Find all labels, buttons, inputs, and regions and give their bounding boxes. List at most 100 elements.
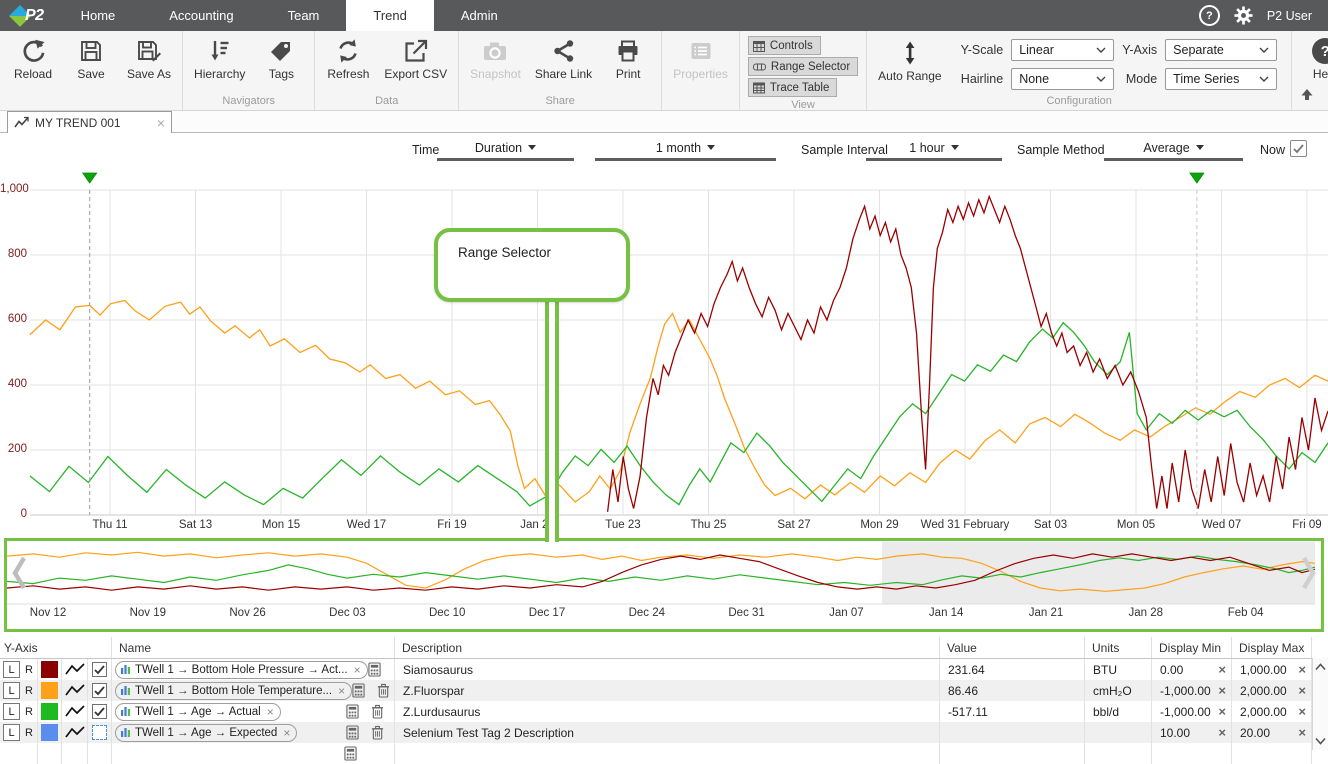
nav-item-team[interactable]: Team (261, 0, 347, 31)
nav-item-home[interactable]: Home (54, 0, 143, 31)
header-name[interactable]: Name (112, 637, 395, 658)
header-display-max[interactable]: Display Max (1232, 637, 1312, 658)
tag-chip[interactable]: TWell 1 → Age → Expected× (115, 724, 297, 742)
sample-interval-dropdown[interactable]: 1 hour (866, 137, 1002, 161)
calculator-icon[interactable] (346, 704, 359, 719)
trash-icon[interactable] (371, 725, 384, 740)
line-style-cell[interactable] (62, 701, 88, 722)
sample-method-dropdown[interactable]: Average (1104, 137, 1243, 161)
nav-item-admin[interactable]: Admin (434, 0, 525, 31)
line-style-icon[interactable] (65, 663, 85, 676)
clear-max-icon[interactable]: × (1298, 725, 1311, 740)
line-style-icon[interactable] (65, 684, 85, 697)
trend-chart[interactable] (0, 169, 1328, 521)
tag-chip[interactable]: TWell 1 → Age → Actual× (115, 703, 281, 721)
header-value[interactable]: Value (940, 637, 1085, 658)
nav-item-trend[interactable]: Trend (346, 0, 433, 31)
tag-chip[interactable]: TWell 1 → Bottom Hole Temperature...× (115, 682, 352, 700)
axis-left-button[interactable]: L (3, 703, 20, 720)
axis-right-button[interactable]: R (25, 664, 33, 676)
range-handle-marker-icon[interactable] (1190, 173, 1204, 183)
toggle-controls-button[interactable]: Controls (748, 36, 821, 55)
chip-remove-icon[interactable]: × (338, 684, 345, 698)
visibility-checkbox[interactable] (92, 704, 107, 719)
collapse-ribbon-icon[interactable] (1300, 88, 1314, 104)
visibility-checkbox[interactable] (92, 725, 107, 740)
refresh-button[interactable]: Refresh (319, 34, 377, 81)
display-min-cell[interactable]: -1,000.00× (1152, 680, 1232, 701)
header-display-min[interactable]: Display Min (1152, 637, 1232, 658)
line-style-cell[interactable] (62, 680, 88, 701)
display-min-cell[interactable]: -1,000.00× (1152, 701, 1232, 722)
table-scrollbar[interactable] (1312, 658, 1328, 750)
line-style-cell[interactable] (62, 722, 88, 743)
display-max-cell[interactable]: 2,000.00× (1232, 680, 1312, 701)
user-name[interactable]: P2 User (1267, 9, 1312, 23)
clear-min-icon[interactable]: × (1218, 704, 1231, 719)
axis-left-button[interactable]: L (3, 661, 20, 678)
display-max-cell[interactable]: 20.00× (1232, 722, 1312, 743)
nav-item-accounting[interactable]: Accounting (142, 0, 260, 31)
visibility-checkbox[interactable] (92, 662, 107, 677)
save-button[interactable]: Save (62, 34, 120, 81)
now-checkbox[interactable] (1290, 140, 1307, 157)
export-csv-button[interactable]: Export CSV (377, 34, 454, 81)
clear-min-icon[interactable]: × (1218, 725, 1231, 740)
range-handle-marker-icon[interactable] (83, 173, 97, 183)
duration-dropdown[interactable]: 1 month (595, 137, 776, 161)
header-units[interactable]: Units (1085, 637, 1152, 658)
display-min-cell[interactable]: 10.00× (1152, 722, 1232, 743)
trash-icon[interactable] (371, 704, 384, 719)
axis-right-button[interactable]: R (25, 685, 33, 697)
range-selection-region[interactable] (882, 542, 1315, 604)
line-style-icon[interactable] (65, 726, 85, 739)
clear-min-icon[interactable]: × (1218, 683, 1231, 698)
y-scale-select[interactable]: Linear (1011, 39, 1114, 61)
tab-close-icon[interactable]: × (157, 117, 165, 129)
line-style-cell[interactable] (62, 659, 88, 680)
save-as-button[interactable]: Save As (120, 34, 178, 81)
range-selector-chart[interactable] (7, 541, 1315, 605)
toggle-trace-table-button[interactable]: Trace Table (748, 78, 837, 97)
axis-right-button[interactable]: R (25, 727, 33, 739)
calculator-icon[interactable] (368, 662, 381, 677)
clear-max-icon[interactable]: × (1298, 683, 1311, 698)
mode-select[interactable]: Time Series (1165, 68, 1277, 90)
chip-remove-icon[interactable]: × (354, 663, 361, 677)
axis-right-button[interactable]: R (25, 706, 33, 718)
chip-remove-icon[interactable]: × (267, 705, 274, 719)
tags-button[interactable]: Tags (252, 34, 310, 81)
display-min-cell[interactable]: 0.00× (1152, 659, 1232, 680)
scroll-up-icon[interactable] (1315, 660, 1326, 674)
header-description[interactable]: Description (395, 637, 940, 658)
time-mode-dropdown[interactable]: Duration (437, 137, 574, 161)
calculator-icon[interactable] (346, 725, 359, 740)
axis-left-button[interactable]: L (3, 724, 20, 741)
display-max-cell[interactable]: 2,000.00× (1232, 701, 1312, 722)
range-scroll-right-icon[interactable] (1301, 555, 1317, 594)
trace-color-swatch[interactable] (41, 661, 58, 678)
y-axis-select[interactable]: Separate (1165, 39, 1277, 61)
clear-min-icon[interactable]: × (1218, 662, 1231, 677)
properties-button[interactable]: Properties (666, 34, 735, 81)
trash-icon[interactable] (377, 683, 390, 698)
axis-left-button[interactable]: L (3, 682, 20, 699)
clear-max-icon[interactable]: × (1298, 704, 1311, 719)
tab-my-trend-001[interactable]: MY TREND 001 × (7, 111, 172, 133)
clear-max-icon[interactable]: × (1298, 662, 1311, 677)
trace-color-swatch[interactable] (41, 724, 58, 741)
trace-color-swatch[interactable] (41, 703, 58, 720)
snapshot-button[interactable]: Snapshot (463, 34, 528, 81)
line-style-icon[interactable] (65, 705, 85, 718)
hierarchy-button[interactable]: Hierarchy (187, 34, 252, 81)
calculator-icon[interactable] (352, 683, 365, 698)
range-scroll-left-icon[interactable] (11, 555, 27, 594)
hairline-select[interactable]: None (1011, 68, 1114, 90)
help-button[interactable]: ? Help (1296, 34, 1328, 81)
calculator-icon[interactable] (344, 746, 357, 761)
gear-icon[interactable] (1234, 6, 1253, 25)
visibility-checkbox[interactable] (92, 683, 107, 698)
help-icon[interactable]: ? (1199, 5, 1220, 26)
share-link-button[interactable]: Share Link (528, 34, 599, 81)
